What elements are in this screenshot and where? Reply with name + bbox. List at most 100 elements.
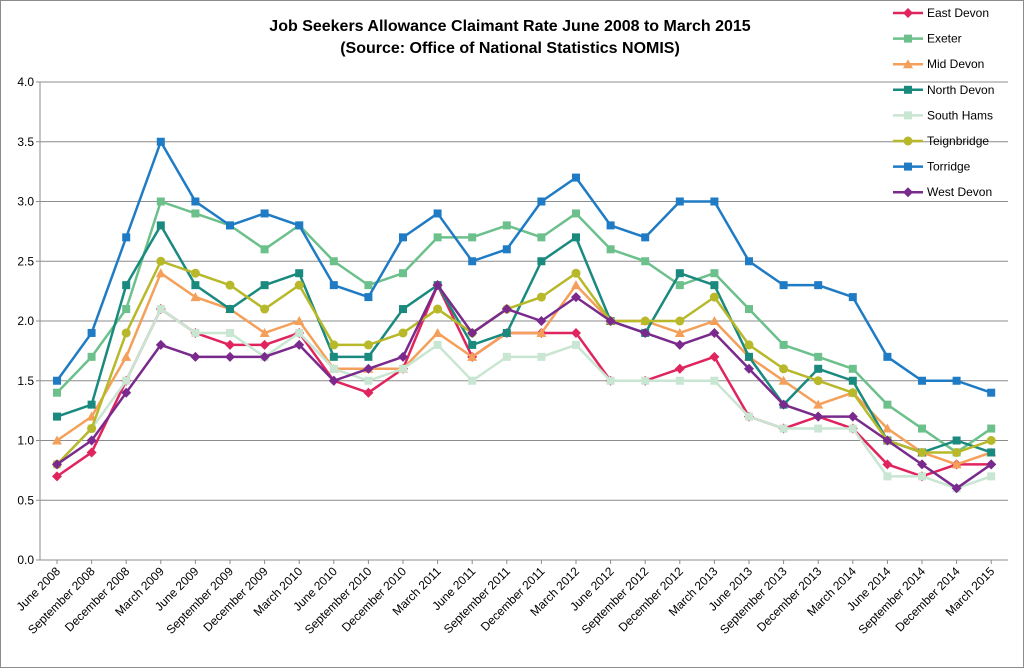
data-point-south-hams bbox=[918, 472, 926, 481]
data-point-torridge bbox=[918, 376, 926, 385]
data-point-mid-devon bbox=[709, 316, 720, 325]
data-point-torridge bbox=[675, 197, 684, 206]
series-line-exeter bbox=[56, 200, 992, 454]
data-point-exeter bbox=[641, 257, 650, 266]
data-point-exeter bbox=[399, 269, 407, 278]
data-point-torridge bbox=[537, 197, 546, 206]
data-point-teignbridge bbox=[813, 376, 823, 386]
data-point-torridge bbox=[606, 221, 615, 230]
data-point-north-devon bbox=[87, 400, 96, 409]
data-point-torridge bbox=[848, 293, 857, 302]
data-point-north-devon bbox=[260, 281, 269, 290]
data-point-mid-devon bbox=[813, 399, 824, 409]
data-point-mid-devon bbox=[571, 280, 581, 290]
legend-label: Mid Devon bbox=[927, 57, 984, 71]
data-point-north-devon bbox=[987, 448, 996, 457]
data-point-north-devon bbox=[572, 233, 580, 242]
data-point-torridge bbox=[641, 233, 650, 242]
data-point-torridge bbox=[260, 209, 269, 218]
data-point-teignbridge bbox=[917, 447, 927, 457]
data-point-north-devon bbox=[468, 340, 477, 349]
data-point-teignbridge bbox=[433, 304, 443, 314]
gridlines bbox=[40, 81, 1008, 561]
data-point-north-devon bbox=[364, 352, 373, 361]
data-point-exeter bbox=[918, 424, 926, 433]
data-point-teignbridge bbox=[156, 256, 166, 266]
data-point-teignbridge bbox=[848, 388, 858, 398]
data-point-torridge bbox=[572, 173, 580, 182]
data-point-exeter bbox=[122, 305, 131, 314]
data-point-east-devon bbox=[52, 471, 62, 482]
data-point-south-hams bbox=[122, 376, 131, 385]
data-point-torridge bbox=[191, 197, 200, 206]
data-point-mid-devon bbox=[467, 351, 478, 361]
data-point-west-devon bbox=[363, 363, 374, 374]
data-point-west-devon bbox=[52, 459, 62, 470]
series-torridge bbox=[53, 137, 996, 397]
data-point-torridge bbox=[987, 388, 996, 397]
data-point-torridge bbox=[745, 257, 753, 266]
data-point-north-devon bbox=[226, 305, 234, 314]
legend-label: Teignbridge bbox=[927, 134, 989, 148]
data-point-west-devon bbox=[259, 351, 270, 362]
data-point-north-devon bbox=[156, 221, 165, 230]
y-tick-label: 0.5 bbox=[17, 493, 34, 507]
data-point-exeter bbox=[779, 340, 788, 349]
data-point-torridge bbox=[295, 221, 304, 230]
data-point-mid-devon bbox=[259, 327, 270, 337]
legend-label: North Devon bbox=[927, 83, 994, 97]
chart-subtitle: (Source: Office of National Statistics N… bbox=[340, 40, 680, 57]
legend-marker bbox=[903, 8, 913, 18]
data-point-teignbridge bbox=[709, 292, 719, 302]
data-point-teignbridge bbox=[986, 436, 996, 445]
legend-item-east-devon: East Devon bbox=[893, 6, 989, 20]
data-point-north-devon bbox=[502, 328, 511, 337]
series-line-west-devon bbox=[56, 283, 992, 490]
y-axis: 0.0 0.5 1.0 1.5 2.0 2.5 3.0 3.5 4.0 bbox=[17, 75, 41, 567]
data-point-teignbridge bbox=[87, 424, 97, 434]
series-north-devon bbox=[53, 221, 996, 457]
data-point-exeter bbox=[848, 364, 857, 373]
data-point-torridge bbox=[156, 137, 165, 146]
data-point-north-devon bbox=[745, 352, 753, 361]
data-point-south-hams bbox=[987, 472, 996, 481]
data-point-east-devon bbox=[363, 387, 374, 398]
data-point-south-hams bbox=[433, 340, 442, 349]
data-point-west-devon bbox=[605, 316, 616, 326]
data-point-exeter bbox=[433, 233, 442, 242]
data-point-south-hams bbox=[572, 340, 580, 349]
data-point-north-devon bbox=[53, 412, 61, 421]
legend-item-exeter: Exeter bbox=[893, 32, 962, 46]
data-point-west-devon bbox=[501, 304, 512, 315]
series-line-teignbridge bbox=[56, 260, 992, 466]
legend-item-south-hams: South Hams bbox=[893, 108, 993, 122]
data-point-south-hams bbox=[606, 376, 615, 385]
data-point-teignbridge bbox=[190, 268, 200, 278]
data-point-south-hams bbox=[675, 376, 684, 385]
data-point-south-hams bbox=[329, 364, 338, 373]
data-point-west-devon bbox=[328, 375, 339, 386]
data-point-torridge bbox=[468, 257, 477, 266]
y-tick-label: 1.0 bbox=[17, 434, 34, 448]
data-point-east-devon bbox=[882, 459, 893, 470]
data-point-west-devon bbox=[917, 459, 927, 470]
data-point-teignbridge bbox=[744, 340, 754, 350]
data-point-east-devon bbox=[86, 447, 97, 458]
data-point-east-devon bbox=[709, 351, 720, 362]
legend-marker bbox=[903, 136, 913, 146]
data-point-south-hams bbox=[399, 364, 407, 373]
data-point-mid-devon bbox=[190, 292, 201, 302]
data-point-west-devon bbox=[674, 339, 685, 350]
data-point-east-devon bbox=[225, 339, 235, 350]
data-point-east-devon bbox=[674, 363, 685, 374]
data-point-mid-devon bbox=[674, 327, 685, 337]
data-point-teignbridge bbox=[675, 316, 685, 326]
data-point-teignbridge bbox=[260, 304, 270, 314]
data-point-west-devon bbox=[398, 351, 408, 362]
legend: East Devon Exeter Mid Devon North Devon Sout… bbox=[893, 6, 994, 199]
data-point-mid-devon bbox=[536, 327, 547, 337]
data-point-mid-devon bbox=[121, 351, 132, 361]
data-point-south-hams bbox=[710, 376, 719, 385]
data-point-exeter bbox=[468, 233, 477, 242]
data-point-teignbridge bbox=[571, 268, 581, 278]
